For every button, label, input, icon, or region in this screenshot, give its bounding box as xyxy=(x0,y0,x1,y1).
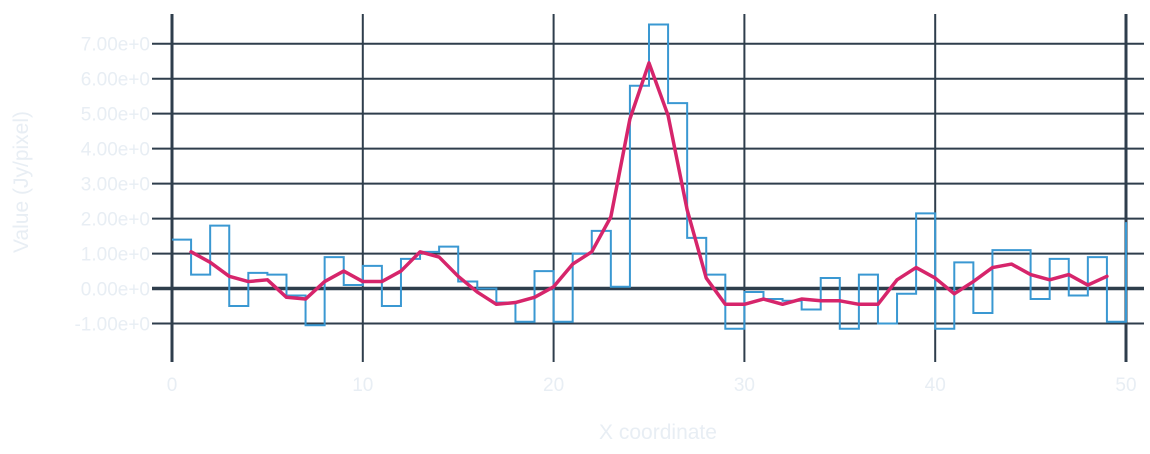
x-tick-label: 20 xyxy=(543,375,564,396)
y-tick-label: 1.00e+0 xyxy=(81,245,150,266)
y-tick-label: 7.00e+0 xyxy=(81,35,150,56)
y-tick-label: 0.00e+0 xyxy=(81,280,150,301)
series-smooth-line xyxy=(189,61,1109,307)
x-tick-label: 0 xyxy=(167,375,178,396)
series-step-line xyxy=(172,23,1127,330)
y-tick-label: 5.00e+0 xyxy=(81,105,150,126)
series-layer xyxy=(172,23,1127,330)
x-tick-label: 10 xyxy=(352,375,373,396)
y-tick-label: 2.00e+0 xyxy=(81,210,150,231)
x-tick-label: 50 xyxy=(1115,375,1136,396)
y-tick-label: -1.00e+0 xyxy=(74,315,150,336)
x-tick-label: 40 xyxy=(925,375,946,396)
y-tick-label: 4.00e+0 xyxy=(81,140,150,161)
y-tick-labels: -1.00e+0 0.00e+0 1.00e+0 2.00e+0 3.00e+0 4.00… xyxy=(74,35,150,336)
x-tick-label: 30 xyxy=(734,375,755,396)
y-tick-label: 6.00e+0 xyxy=(81,70,150,91)
y-tick-label: 3.00e+0 xyxy=(81,175,150,196)
x-axis-title: X coordinate xyxy=(599,421,717,444)
y-axis-title: Value (Jy/pixel) xyxy=(10,111,33,253)
x-tick-labels: 0 10 20 30 40 50 xyxy=(167,375,1137,396)
